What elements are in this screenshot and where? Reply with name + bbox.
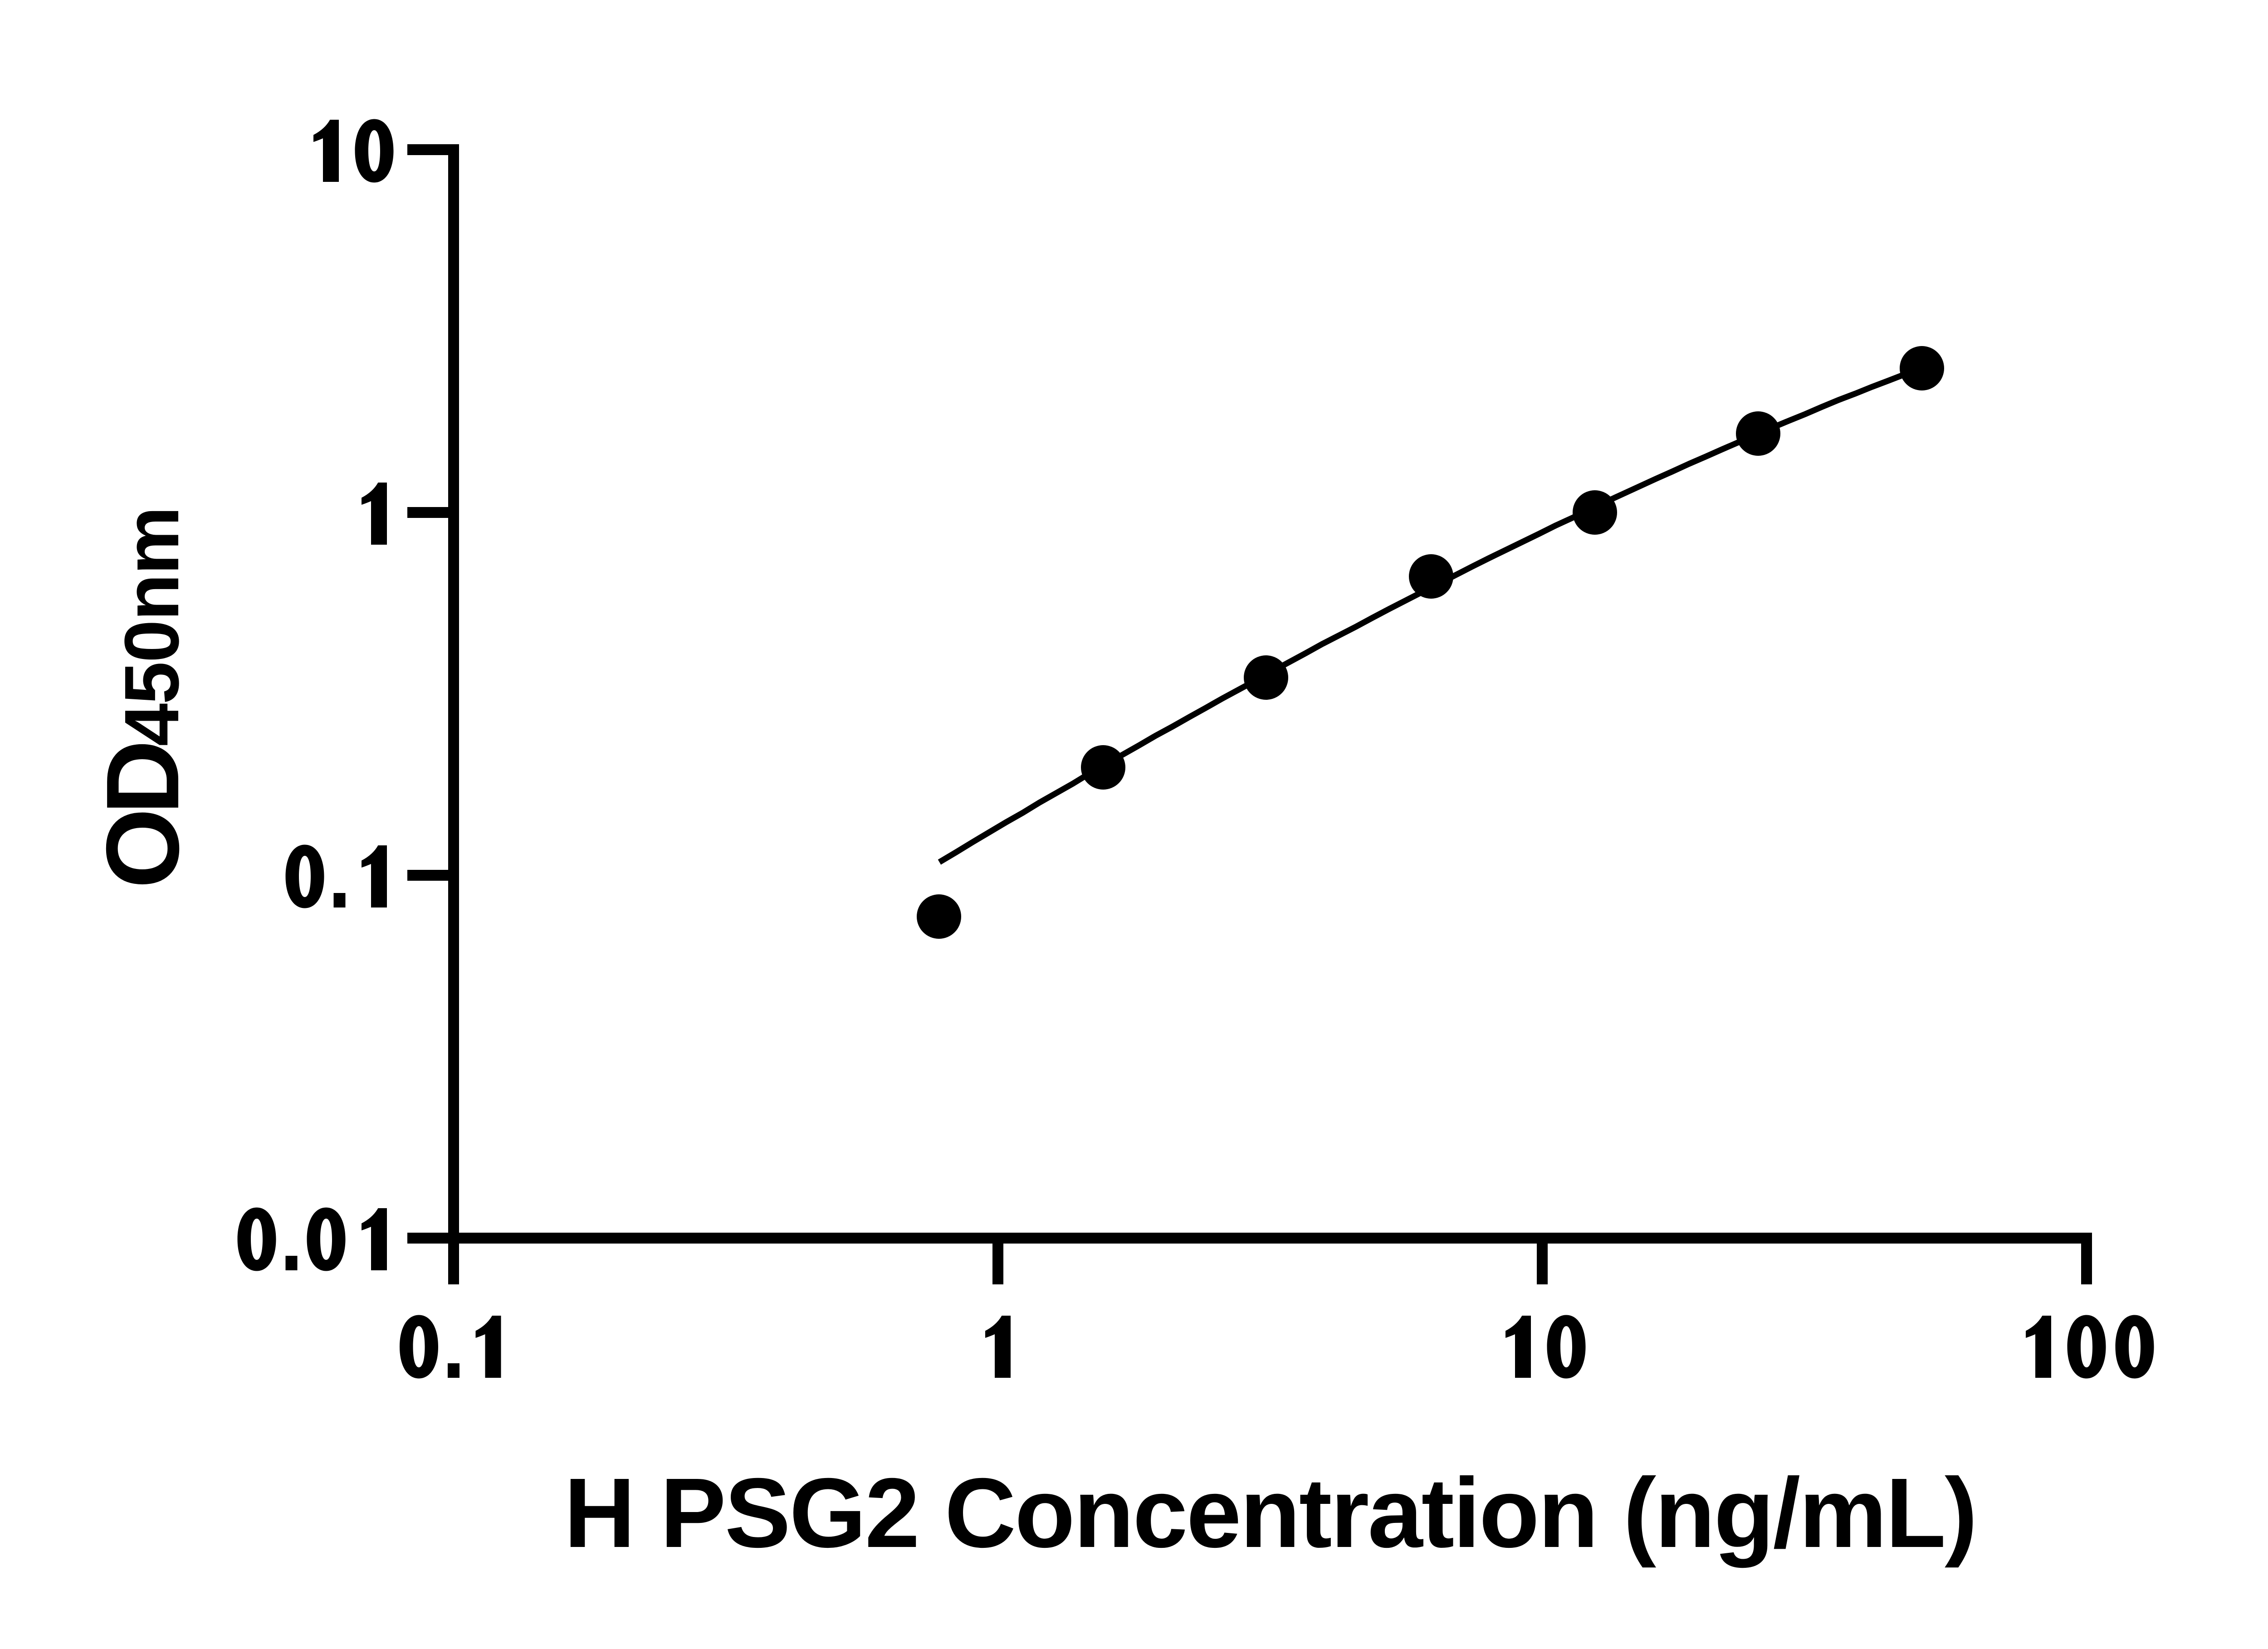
svg-text:H PSG2 Concentration (ng/mL): H PSG2 Concentration (ng/mL)	[564, 1458, 1976, 1568]
